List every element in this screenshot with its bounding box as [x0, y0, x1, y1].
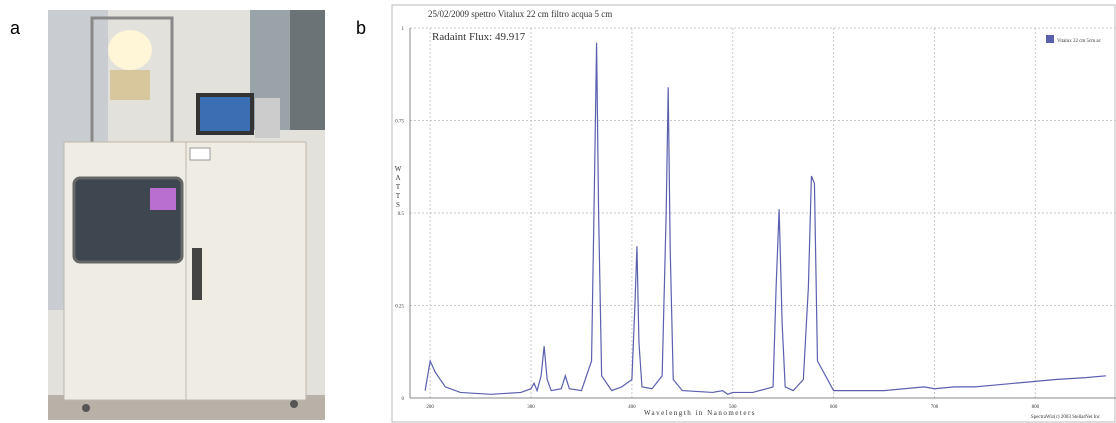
y-tick-label: 0: [402, 397, 405, 402]
x-tick-label: 800: [1032, 405, 1040, 410]
panel-label: b: [356, 18, 366, 38]
y-tick-label: 0.25: [395, 305, 404, 310]
chart-subtitle: Radaint Flux: 49.917: [432, 31, 526, 43]
y-tick-label: 0.75: [395, 120, 404, 125]
x-axis-label: Wavelength in Nanometers: [644, 409, 756, 417]
panel-label: a: [10, 18, 21, 38]
x-tick-label: 600: [830, 405, 838, 410]
y-tick-label: 1: [402, 27, 405, 32]
legend-label: Vitalux 22 cm 5cm ac: [1057, 39, 1102, 44]
x-tick-label: 700: [931, 405, 939, 410]
x-tick-label: 500: [729, 405, 737, 410]
photo: [48, 10, 325, 420]
legend-swatch: [1046, 35, 1054, 43]
chart-title: 25/02/2009 spettro Vitalux 22 cm filtro …: [428, 9, 612, 19]
footer: SpectraWiz(c) 2003 StellarNet Inc: [1031, 415, 1101, 420]
y-tick-label: 0.5: [398, 212, 405, 217]
x-tick-label: 200: [426, 405, 434, 410]
y-axis-label: WATTS: [394, 165, 402, 210]
x-tick-label: 300: [527, 405, 535, 410]
x-tick-label: 400: [628, 405, 636, 410]
spectrum-line: [424, 42, 1106, 395]
